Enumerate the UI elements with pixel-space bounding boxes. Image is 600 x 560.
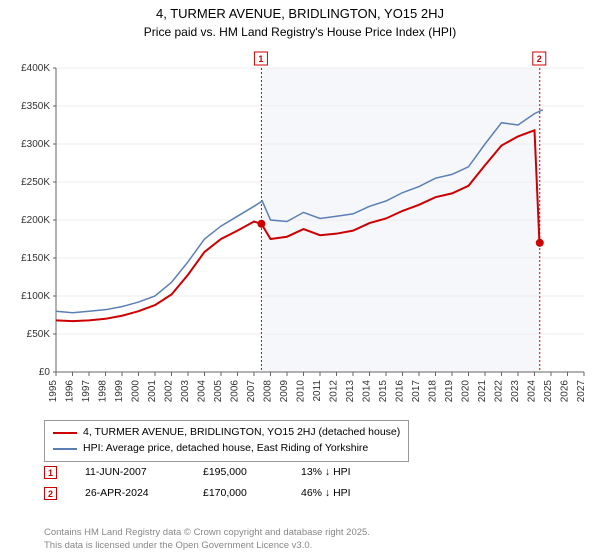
x-tick-label: 2022 [494,380,505,403]
footer-line-2: This data is licensed under the Open Gov… [44,540,370,552]
x-tick-label: 2023 [510,380,521,403]
x-tick-label: 2004 [197,380,208,403]
x-tick-label: 1999 [114,380,125,403]
x-tick-label: 2001 [147,380,158,403]
y-tick-label: £400K [21,63,50,74]
x-tick-label: 2009 [279,380,290,403]
x-tick-label: 2026 [560,380,571,403]
legend-swatch [53,448,77,450]
x-tick-label: 1998 [98,380,109,403]
sale-marker-number: 2 [537,54,542,64]
sale-date: 26-APR-2024 [85,483,175,504]
chart-subtitle: Price paid vs. HM Land Registry's House … [0,21,600,47]
x-tick-label: 2027 [576,380,587,403]
y-tick-label: £100K [21,291,50,302]
x-tick-label: 2017 [411,380,422,403]
sales-table: 1 11-JUN-2007 £195,000 13% ↓ HPI 2 26-AP… [44,462,381,504]
x-tick-label: 1995 [48,380,59,403]
x-tick-label: 2011 [312,380,323,402]
legend: 4, TURMER AVENUE, BRIDLINGTON, YO15 2HJ … [44,420,409,462]
legend-label: 4, TURMER AVENUE, BRIDLINGTON, YO15 2HJ … [83,425,400,441]
chart-title: 4, TURMER AVENUE, BRIDLINGTON, YO15 2HJ [0,0,600,21]
y-tick-label: £350K [21,101,50,112]
legend-item: 4, TURMER AVENUE, BRIDLINGTON, YO15 2HJ … [53,425,400,441]
y-tick-label: £0 [39,367,51,378]
x-tick-label: 2008 [263,380,274,403]
sale-row: 1 11-JUN-2007 £195,000 13% ↓ HPI [44,462,381,483]
footer-attribution: Contains HM Land Registry data © Crown c… [44,527,370,552]
sale-delta: 46% ↓ HPI [301,483,381,504]
x-tick-label: 2002 [164,380,175,403]
x-tick-label: 2015 [378,380,389,403]
y-tick-label: £150K [21,253,50,264]
y-tick-label: £250K [21,177,50,188]
legend-item: HPI: Average price, detached house, East… [53,441,400,457]
sale-row: 2 26-APR-2024 £170,000 46% ↓ HPI [44,483,381,504]
x-tick-label: 2007 [246,380,257,403]
chart-area: £0 £50K £100K £150K £200K £250K £300K £350K £400… [10,48,590,418]
sale-price: £195,000 [203,462,273,483]
x-tick-label: 2021 [477,380,488,403]
sale-marker-icon: 1 [44,466,57,479]
x-tick-label: 2018 [428,380,439,403]
sale-price: £170,000 [203,483,273,504]
y-tick-label: £200K [21,215,50,226]
sale-delta: 13% ↓ HPI [301,462,381,483]
legend-label: HPI: Average price, detached house, East… [83,441,368,457]
x-tick-label: 2016 [395,380,406,403]
x-tick-label: 2025 [543,380,554,403]
line-chart-svg: £0 £50K £100K £150K £200K £250K £300K £350K £400… [10,48,590,418]
y-tick-label: £300K [21,139,50,150]
legend-swatch [53,432,77,434]
x-tick-label: 2014 [362,380,373,403]
x-tick-label: 2020 [461,380,472,403]
x-tick-label: 2010 [296,380,307,403]
x-tick-label: 2013 [345,380,356,403]
footer-line-1: Contains HM Land Registry data © Crown c… [44,527,370,539]
sale-date: 11-JUN-2007 [85,462,175,483]
sale-marker-icon: 2 [44,487,57,500]
x-tick-label: 2003 [180,380,191,403]
x-tick-label: 1997 [81,380,92,403]
x-tick-label: 2019 [444,380,455,403]
x-tick-label: 2005 [213,380,224,403]
x-tick-label: 2006 [230,380,241,403]
x-tick-label: 2000 [131,380,142,403]
y-tick-label: £50K [27,329,51,340]
sale-marker-number: 1 [258,54,263,64]
x-tick-label: 2012 [329,380,340,403]
x-tick-label: 1996 [65,380,76,403]
x-tick-label: 2024 [527,380,538,403]
